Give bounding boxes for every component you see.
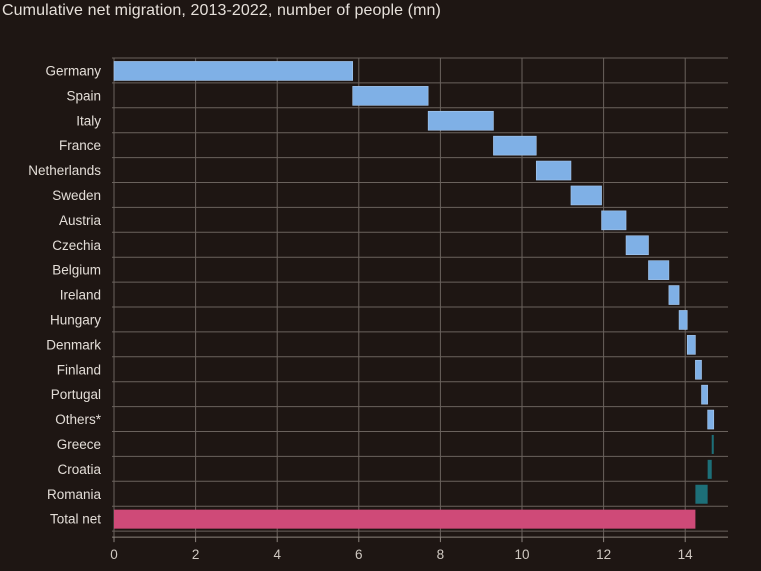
bar-finland bbox=[695, 359, 702, 380]
x-tick-label: 8 bbox=[437, 547, 445, 562]
category-label: Spain bbox=[66, 88, 101, 103]
bar-italy bbox=[427, 110, 494, 131]
grid-lines bbox=[112, 57, 728, 538]
x-tick-label: 0 bbox=[110, 547, 118, 562]
bar-spain bbox=[352, 86, 429, 106]
category-label: Czechia bbox=[52, 238, 101, 253]
bar-austria bbox=[601, 210, 627, 231]
category-label: Total net bbox=[50, 512, 101, 527]
bar-romania bbox=[695, 484, 708, 504]
category-label: Ireland bbox=[60, 288, 101, 303]
category-label: Romania bbox=[47, 487, 102, 502]
bars bbox=[113, 61, 715, 529]
bar-sweden bbox=[570, 185, 602, 206]
bar-ireland bbox=[668, 285, 680, 305]
bar-czechia bbox=[625, 235, 649, 256]
category-label: Netherlands bbox=[28, 163, 101, 178]
category-label: Finland bbox=[57, 362, 101, 377]
bar-denmark bbox=[686, 335, 696, 355]
category-label: Others* bbox=[55, 412, 102, 427]
category-label: Croatia bbox=[57, 462, 101, 477]
x-tick-label: 2 bbox=[192, 547, 200, 562]
category-label: France bbox=[59, 138, 101, 153]
bar-hungary bbox=[678, 310, 688, 330]
bar-france bbox=[493, 135, 537, 156]
category-label: Greece bbox=[57, 437, 101, 452]
category-label: Hungary bbox=[50, 312, 101, 327]
category-label: Germany bbox=[45, 63, 101, 78]
bar-croatia bbox=[707, 459, 712, 479]
category-label: Portugal bbox=[51, 387, 101, 402]
category-label: Sweden bbox=[52, 188, 101, 203]
x-tick-label: 12 bbox=[596, 547, 611, 562]
x-tick-label: 4 bbox=[273, 547, 281, 562]
bar-germany bbox=[113, 61, 353, 81]
bar-netherlands bbox=[535, 160, 572, 181]
x-tick-label: 10 bbox=[514, 547, 529, 562]
category-labels: Germany Spain Italy France Netherlands Sweden… bbox=[28, 63, 102, 526]
bar-total-net bbox=[114, 509, 696, 529]
x-axis: 0 2 4 6 8 10 12 14 bbox=[110, 536, 728, 562]
category-label: Italy bbox=[76, 113, 101, 128]
x-tick-label: 6 bbox=[355, 547, 363, 562]
category-label: Austria bbox=[59, 213, 102, 228]
chart-title: Cumulative net migration, 2013-2022, num… bbox=[2, 2, 441, 19]
bar-belgium bbox=[648, 260, 670, 280]
bar-portugal bbox=[701, 384, 708, 405]
bar-greece bbox=[711, 434, 714, 454]
category-label: Belgium bbox=[52, 263, 101, 278]
category-label: Denmark bbox=[46, 337, 101, 352]
bar-others bbox=[707, 409, 715, 430]
x-tick-label: 14 bbox=[678, 547, 694, 562]
